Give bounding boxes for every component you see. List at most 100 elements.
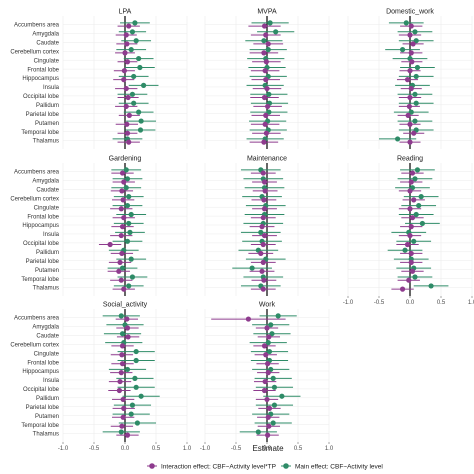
region-label: Thalamus bbox=[33, 286, 59, 292]
interaction-point bbox=[260, 215, 266, 221]
region-label: Occipital lobe bbox=[23, 387, 60, 393]
interaction-point bbox=[124, 325, 131, 331]
main-point bbox=[414, 64, 421, 71]
main-point bbox=[266, 348, 273, 355]
interaction-point bbox=[261, 232, 268, 239]
main-point bbox=[118, 429, 124, 435]
interaction-point bbox=[411, 130, 417, 136]
main-point bbox=[412, 274, 418, 280]
interaction-point bbox=[120, 414, 126, 420]
interaction-point bbox=[120, 197, 126, 203]
x-tick-label: 0.5 bbox=[152, 446, 161, 452]
panel-title: Social_activity bbox=[103, 302, 148, 309]
main-point bbox=[119, 331, 126, 337]
interaction-point bbox=[245, 316, 251, 322]
region-label: Frontal lobe bbox=[27, 360, 59, 366]
interaction-point bbox=[123, 32, 129, 38]
region-label: Insula bbox=[43, 378, 60, 384]
region-label: Amygdala bbox=[32, 179, 59, 185]
interaction-point bbox=[121, 179, 127, 185]
panel-lpa: LPA Accumbens area Amygdala Caudate Cerebell… bbox=[10, 9, 188, 149]
region-label: Temporal lobe bbox=[21, 130, 59, 136]
main-point bbox=[395, 136, 401, 142]
region-label: Occipital lobe bbox=[23, 94, 60, 100]
region-label: Amygdala bbox=[32, 325, 59, 331]
main-point bbox=[265, 47, 271, 53]
main-point bbox=[128, 411, 134, 417]
interaction-point bbox=[261, 23, 268, 29]
interaction-point bbox=[121, 68, 127, 74]
region-label: Occipital lobe bbox=[23, 241, 60, 247]
main-point bbox=[419, 220, 425, 227]
main-point bbox=[268, 322, 274, 328]
main-point bbox=[266, 109, 272, 115]
interaction-point bbox=[121, 215, 127, 221]
main-point bbox=[137, 64, 143, 71]
region-label: Pallidum bbox=[36, 103, 59, 109]
interaction-point bbox=[261, 50, 267, 56]
x-axis-title: Estimate bbox=[252, 444, 284, 453]
interaction-point bbox=[122, 50, 128, 56]
main-point bbox=[249, 265, 255, 271]
main-point bbox=[413, 73, 419, 80]
main-point bbox=[128, 256, 134, 262]
interaction-point bbox=[262, 121, 268, 127]
main-point bbox=[270, 420, 276, 426]
panel-title: LPA bbox=[119, 9, 132, 16]
interaction-point bbox=[119, 361, 126, 367]
interaction-point bbox=[261, 387, 268, 394]
main-point bbox=[132, 375, 138, 381]
main-point bbox=[123, 167, 129, 173]
interaction-point bbox=[265, 103, 271, 110]
panel-social-activity: Social_activity Accumbens area Amygdala Cau… bbox=[10, 302, 192, 453]
main-point bbox=[129, 274, 136, 280]
main-point bbox=[279, 393, 285, 399]
legend-key-point bbox=[149, 463, 155, 469]
main-point bbox=[273, 29, 279, 35]
x-tick-label: 1.0 bbox=[468, 300, 474, 306]
region-label: Cerebellum cortex bbox=[10, 196, 59, 202]
legend-item-main: Main effect: CBF~Activity level bbox=[281, 463, 383, 470]
main-point bbox=[118, 313, 124, 319]
interaction-point bbox=[262, 188, 268, 194]
main-point bbox=[136, 55, 142, 62]
legend-label: Interaction effect: CBF~Activity level*T… bbox=[161, 463, 276, 470]
interaction-point bbox=[266, 423, 272, 429]
interaction-point bbox=[261, 179, 268, 185]
x-tick-label: -1.0 bbox=[343, 300, 354, 306]
main-point bbox=[403, 20, 409, 26]
interaction-point bbox=[399, 286, 406, 292]
main-point bbox=[416, 202, 422, 209]
main-point bbox=[129, 91, 136, 97]
main-point bbox=[413, 211, 419, 218]
interaction-point bbox=[265, 41, 271, 47]
main-point bbox=[131, 73, 137, 80]
interaction-point bbox=[118, 206, 124, 212]
region-label: Accumbens area bbox=[14, 170, 60, 176]
interaction-point bbox=[116, 387, 123, 394]
interaction-point bbox=[409, 59, 415, 65]
interaction-point bbox=[263, 112, 269, 118]
panel-gardening: Gardening Accumbens area Amygdala Caudate Ce… bbox=[10, 156, 188, 296]
interaction-point bbox=[118, 370, 124, 376]
main-point bbox=[258, 229, 264, 235]
interaction-point bbox=[124, 432, 131, 438]
main-point bbox=[124, 366, 131, 373]
main-point bbox=[266, 91, 272, 97]
panel-title: Gardening bbox=[109, 156, 142, 163]
interaction-point bbox=[266, 334, 272, 340]
interaction-point bbox=[409, 268, 416, 274]
interaction-point bbox=[261, 94, 268, 101]
region-label: Cingulate bbox=[34, 58, 60, 64]
region-label: Hippocampus bbox=[22, 369, 59, 375]
interaction-point bbox=[409, 215, 416, 221]
main-point bbox=[133, 348, 139, 355]
main-point bbox=[119, 265, 126, 271]
interaction-point bbox=[120, 396, 126, 403]
main-point bbox=[428, 283, 434, 289]
x-tick-label: 1.0 bbox=[325, 446, 334, 452]
main-point bbox=[141, 82, 147, 88]
interaction-point bbox=[119, 224, 126, 230]
interaction-point bbox=[121, 286, 127, 292]
region-label: Accumbens area bbox=[14, 316, 60, 322]
